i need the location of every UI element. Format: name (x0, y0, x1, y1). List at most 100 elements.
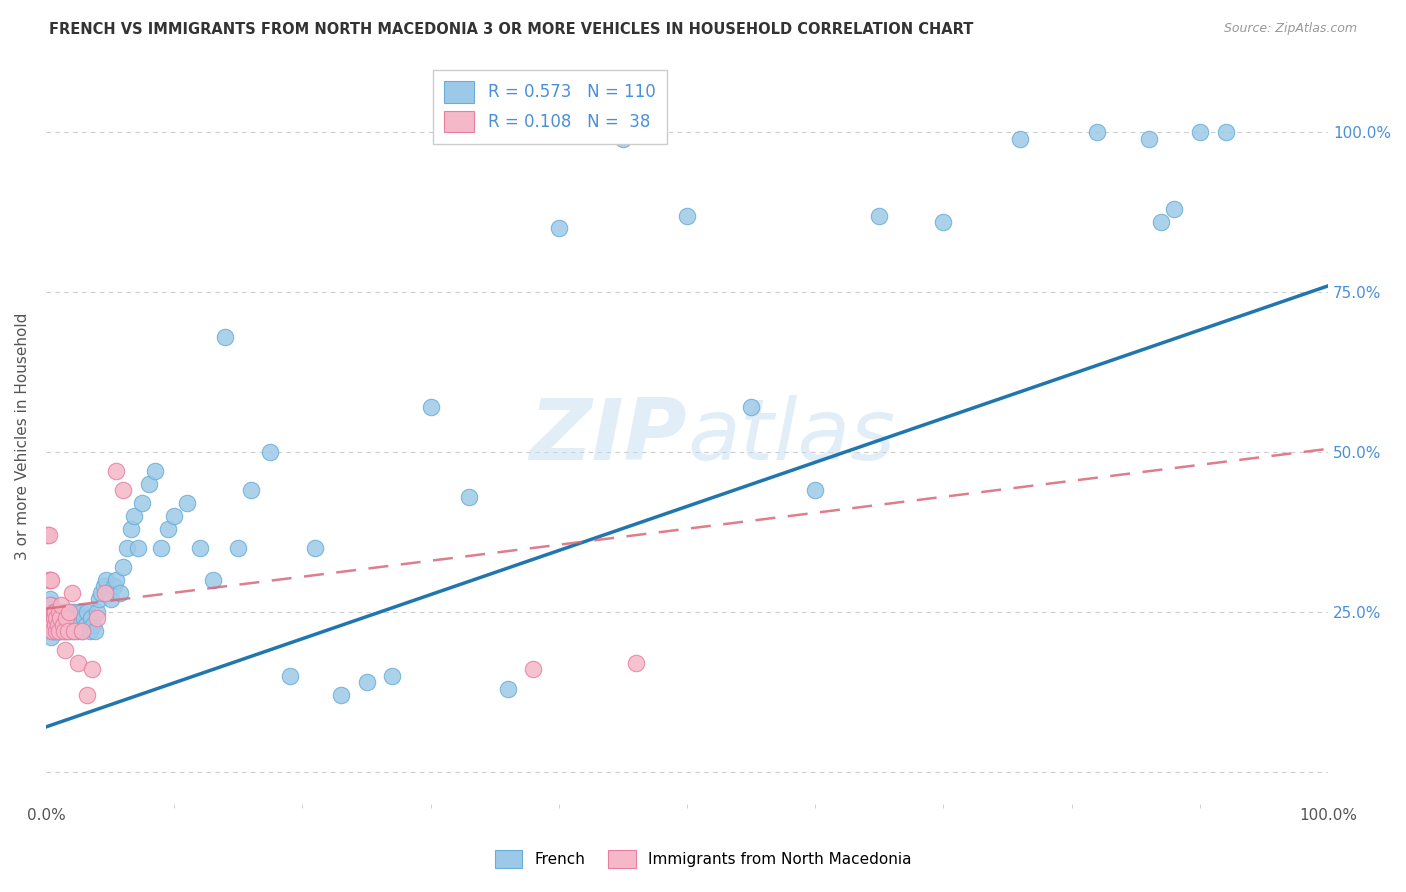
Point (73, 611, 96, 625)
Point (38, 617, 60, 632)
Text: ZIP: ZIP (530, 394, 688, 477)
Point (105, 573, 128, 587)
Point (188, 541, 211, 555)
Point (38, 528, 60, 542)
Point (55, 611, 77, 625)
Point (67, 617, 90, 632)
Point (75, 617, 97, 632)
Point (150, 541, 173, 555)
Point (1137, 132, 1160, 146)
Point (42, 611, 65, 625)
Point (201, 573, 224, 587)
Point (41, 617, 63, 632)
Point (44, 605, 66, 619)
Point (94, 585, 117, 599)
Legend: French, Immigrants from North Macedonia: French, Immigrants from North Macedonia (482, 838, 924, 880)
Point (39, 611, 62, 625)
Point (86, 611, 108, 625)
Point (38, 573, 60, 587)
Point (52, 611, 75, 625)
Point (96, 573, 118, 587)
Point (356, 675, 378, 690)
Point (63, 624, 86, 638)
Point (740, 401, 762, 415)
Point (868, 209, 890, 223)
Point (58, 605, 80, 619)
Point (226, 541, 249, 555)
Point (58, 624, 80, 638)
Point (37, 528, 59, 542)
Point (70, 624, 93, 638)
Point (51, 624, 73, 638)
Point (45, 611, 67, 625)
Point (39, 631, 62, 645)
Point (1163, 202, 1185, 216)
Point (100, 592, 122, 607)
Point (45, 624, 67, 638)
Point (381, 669, 404, 683)
Point (82, 617, 104, 632)
Point (87, 592, 110, 607)
Point (41, 624, 63, 638)
Point (522, 662, 544, 676)
Point (45, 617, 67, 632)
Point (496, 681, 519, 696)
Point (44, 617, 66, 632)
Point (48, 617, 70, 632)
Point (70, 624, 93, 638)
Point (53, 643, 76, 657)
Point (38, 599, 60, 613)
Point (48, 624, 70, 638)
Text: atlas: atlas (688, 394, 896, 477)
Point (38, 573, 60, 587)
Point (41, 611, 63, 625)
Point (1010, 132, 1032, 146)
Point (93, 579, 115, 593)
Point (163, 508, 186, 523)
Point (45, 611, 67, 625)
Point (83, 624, 105, 638)
Point (103, 579, 125, 593)
Point (52, 617, 75, 632)
Point (56, 605, 79, 619)
Point (44, 617, 66, 632)
Point (214, 330, 236, 344)
Point (62, 611, 84, 625)
Point (932, 215, 955, 229)
Point (52, 617, 75, 632)
Point (53, 605, 76, 619)
Point (419, 401, 441, 415)
Point (58, 611, 80, 625)
Point (49, 611, 72, 625)
Point (131, 496, 153, 510)
Point (804, 483, 827, 498)
Point (46, 617, 69, 632)
Point (547, 221, 569, 235)
Point (156, 522, 179, 536)
Point (624, 656, 647, 670)
Point (66, 656, 89, 670)
Point (37, 624, 59, 638)
Text: Source: ZipAtlas.com: Source: ZipAtlas.com (1223, 22, 1357, 36)
Point (69, 605, 91, 619)
Point (38, 605, 60, 619)
Point (38, 599, 60, 613)
Point (79, 624, 101, 638)
Point (80, 611, 103, 625)
Point (111, 483, 134, 498)
Point (66, 611, 89, 625)
Point (38, 611, 60, 625)
Point (124, 508, 146, 523)
Point (41, 617, 63, 632)
Legend: R = 0.573   N = 110, R = 0.108   N =  38: R = 0.573 N = 110, R = 0.108 N = 38 (433, 70, 666, 144)
Point (39, 573, 62, 587)
Point (52, 624, 75, 638)
Point (1150, 215, 1173, 229)
Point (458, 490, 481, 504)
Point (76, 605, 98, 619)
Point (1215, 125, 1237, 139)
Point (105, 464, 128, 478)
Point (38, 592, 60, 607)
Point (60, 605, 83, 619)
Point (127, 541, 149, 555)
